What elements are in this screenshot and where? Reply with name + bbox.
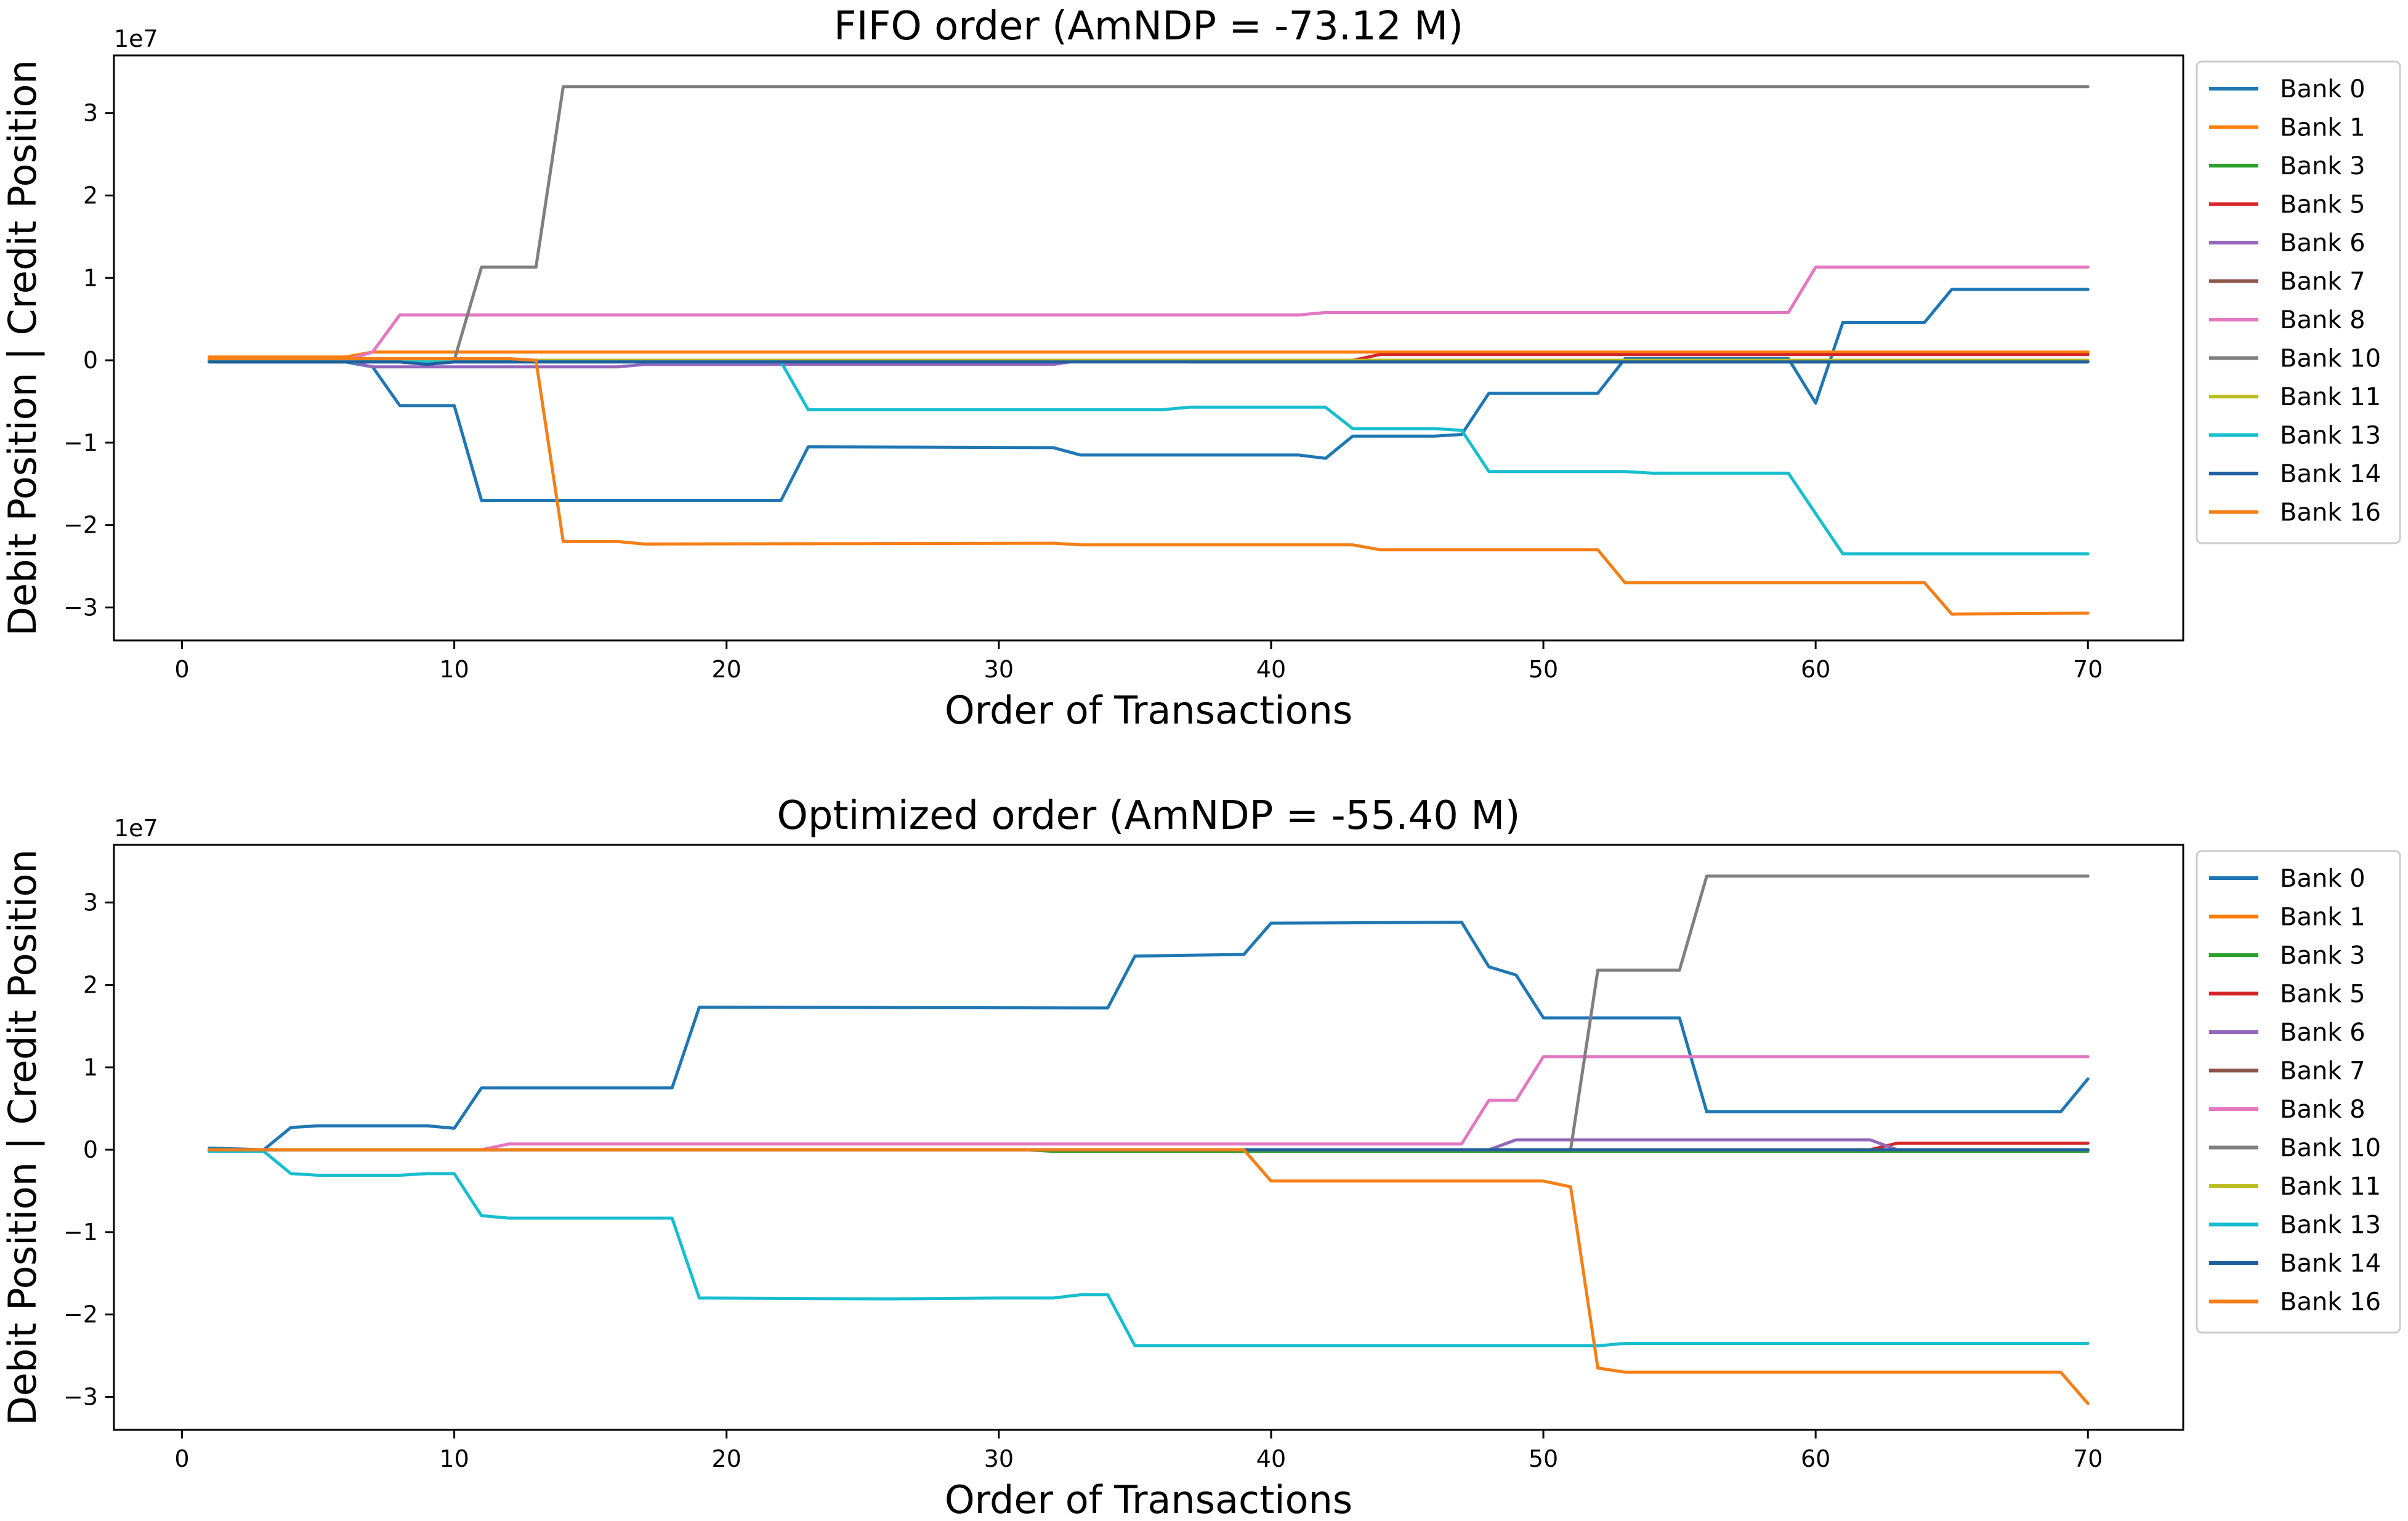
legend-entry-label: Bank 7	[2280, 1057, 2366, 1086]
legend-frame	[2196, 850, 2401, 1334]
x-tick-label: 10	[439, 656, 469, 683]
chart-title: Optimized order (AmNDP = -55.40 M)	[777, 793, 1521, 839]
x-axis-title: Order of Transactions	[945, 688, 1352, 733]
legend: Bank 0 Bank 1 Bank 3 Bank 5 Bank 6 Bank 7 Bank…	[2196, 60, 2401, 544]
chart-panel-0: 0 10 20 30 40 50 60 70 −3 −2 −1 0 1 2 3 1e7 FIFO order (…	[0, 4, 2401, 733]
y-axis-title: Debit Position | Credit Position	[0, 849, 46, 1426]
series-line-bank-13	[208, 1150, 2090, 1347]
y-tick-label: 0	[83, 1136, 98, 1163]
x-tick-label: 50	[1529, 656, 1558, 683]
series-line-bank-13	[208, 360, 2090, 555]
series-line-bank-14	[208, 360, 2090, 366]
x-tick-label: 0	[174, 656, 189, 683]
x-axis-title: Order of Transactions	[945, 1477, 1352, 1521]
legend-frame	[2196, 60, 2401, 544]
plot-area-frame	[113, 844, 2184, 1431]
plot-area-frame	[113, 54, 2184, 642]
legend-entry-label: Bank 11	[2280, 383, 2381, 411]
x-tick-label: 10	[439, 1445, 469, 1472]
y-tick-label: −3	[63, 594, 98, 621]
x-tick-label: 70	[2073, 656, 2103, 683]
legend-entry-label: Bank 10	[2280, 345, 2381, 373]
y-tick-label: −2	[63, 1301, 98, 1328]
y-tick-label: −1	[63, 1219, 98, 1246]
series-line-bank-16	[208, 1148, 2090, 1405]
y-tick-label: 2	[83, 182, 98, 209]
legend-entry-label: Bank 5	[2280, 191, 2366, 219]
x-tick-label: 40	[1256, 1445, 1286, 1472]
legend-entry-label: Bank 3	[2280, 942, 2366, 970]
legend-entry-label: Bank 16	[2280, 1288, 2381, 1317]
legend-entry-label: Bank 1	[2280, 903, 2366, 932]
x-tick-label: 0	[174, 1445, 189, 1472]
legend-entry-label: Bank 8	[2280, 1095, 2366, 1124]
legend-entry-label: Bank 13	[2280, 1211, 2381, 1240]
series-line-bank-0	[208, 288, 2090, 502]
y-offset-text: 1e7	[114, 25, 158, 52]
legend-entry-label: Bank 3	[2280, 152, 2366, 180]
legend-entry-label: Bank 11	[2280, 1172, 2381, 1201]
legend-entry-label: Bank 8	[2280, 306, 2366, 334]
y-tick-label: 1	[83, 264, 98, 291]
x-tick-label: 40	[1256, 656, 1286, 683]
legend-entry-label: Bank 7	[2280, 268, 2366, 296]
legend-entry-label: Bank 16	[2280, 499, 2381, 527]
y-tick-label: −2	[63, 512, 98, 539]
y-tick-label: 3	[83, 889, 98, 916]
series-line-bank-0	[208, 921, 2090, 1152]
legend-entry-label: Bank 6	[2280, 1019, 2366, 1047]
legend: Bank 0 Bank 1 Bank 3 Bank 5 Bank 6 Bank 7 Bank…	[2196, 850, 2401, 1334]
y-axis-title: Debit Position | Credit Position	[0, 60, 46, 636]
legend-entry-label: Bank 14	[2280, 1249, 2381, 1278]
legend-entry-label: Bank 10	[2280, 1134, 2381, 1163]
legend-entry-label: Bank 14	[2280, 460, 2381, 488]
legend-entry-label: Bank 0	[2280, 865, 2366, 893]
x-tick-label: 60	[1801, 656, 1830, 683]
legend-entry-label: Bank 1	[2280, 114, 2366, 142]
legend-entry-label: Bank 5	[2280, 980, 2366, 1009]
y-tick-label: −3	[63, 1383, 98, 1410]
y-offset-text: 1e7	[114, 815, 158, 842]
y-tick-label: −1	[63, 429, 98, 456]
x-tick-label: 30	[984, 656, 1014, 683]
x-tick-label: 60	[1801, 1445, 1830, 1472]
legend-entry-label: Bank 13	[2280, 422, 2381, 450]
x-tick-label: 20	[712, 656, 741, 683]
x-tick-label: 30	[984, 1445, 1014, 1472]
y-tick-label: 1	[83, 1054, 98, 1081]
chart-title: FIFO order (AmNDP = -73.12 M)	[834, 4, 1463, 49]
series-group	[208, 85, 2090, 616]
x-tick-label: 50	[1529, 1445, 1558, 1472]
x-tick-label: 20	[712, 1445, 741, 1472]
legend-entry-label: Bank 6	[2280, 229, 2366, 257]
x-tick-label: 70	[2073, 1445, 2103, 1472]
y-tick-label: 0	[83, 347, 98, 374]
y-tick-label: 3	[83, 100, 98, 127]
series-line-bank-1	[208, 350, 2090, 359]
y-tick-label: 2	[83, 971, 98, 998]
legend-entry-label: Bank 0	[2280, 75, 2366, 103]
chart-panel-1: 0 10 20 30 40 50 60 70 −3 −2 −1 0 1 2 3 1e7 Optimized or…	[0, 793, 2401, 1521]
series-group	[208, 874, 2090, 1405]
series-line-bank-16	[208, 357, 2090, 616]
